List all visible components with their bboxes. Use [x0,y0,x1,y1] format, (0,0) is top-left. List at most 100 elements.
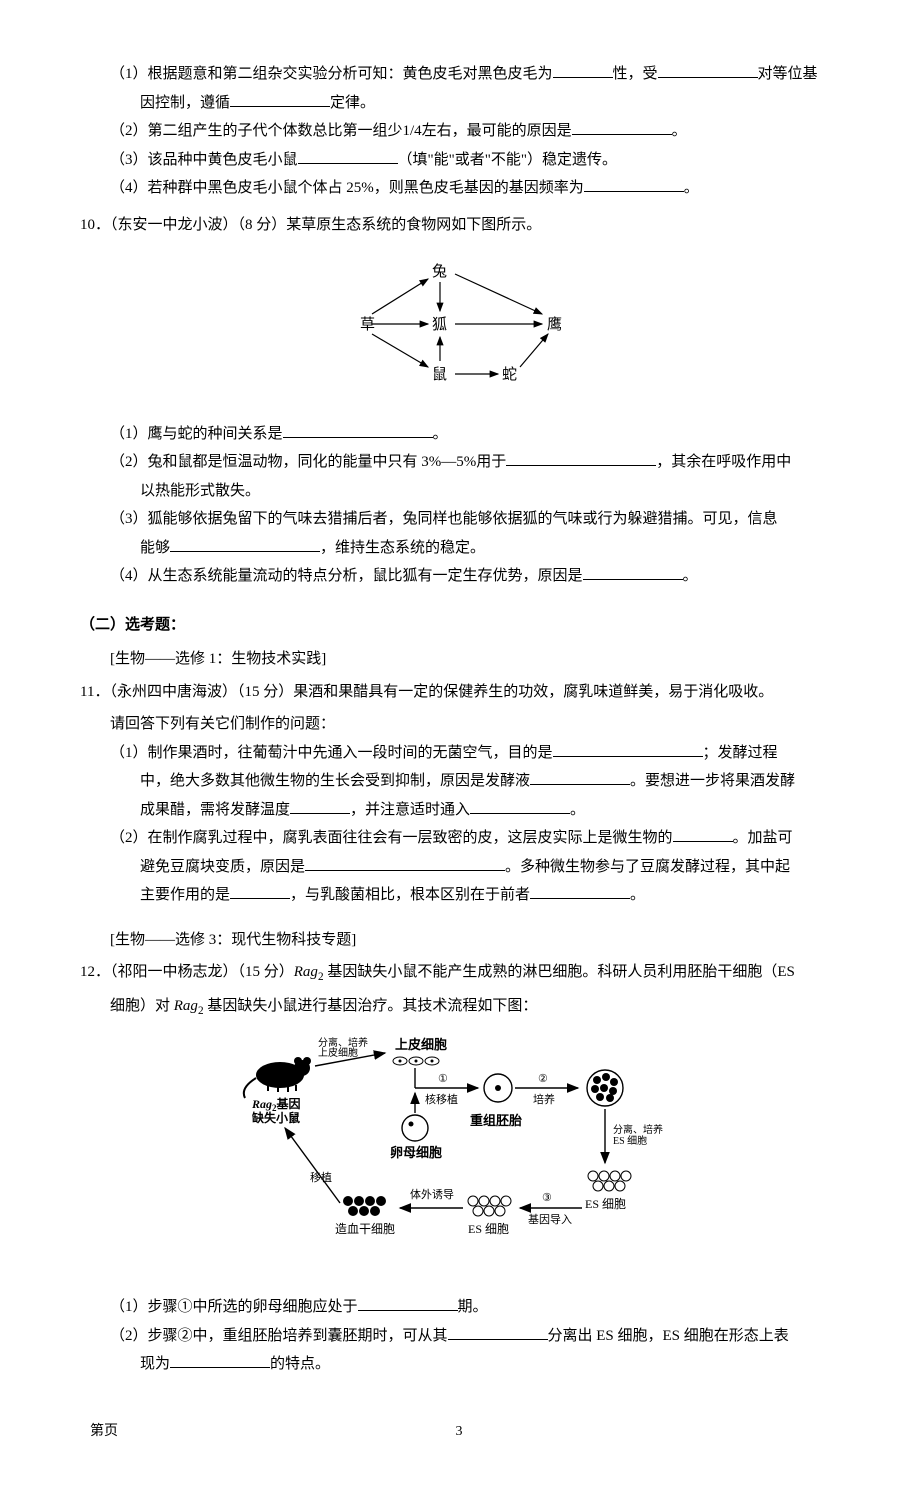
text: 基因缺失小鼠不能产生成熟的淋巴细胞。科研人员利用胚胎干细胞（ES [327,964,795,980]
text: 。 [433,426,448,442]
q12-stem: 12．（祁阳一中杨志龙）（15 分）Rag2 基因缺失小鼠不能产生成熟的淋巴细胞… [80,958,840,988]
prev-sub1: （1）根据题意和第二组杂交实验分析可知：黄色皮毛对黑色皮毛为 性，受 对等位基 [110,60,840,89]
text: 。加盐可 [733,830,793,846]
blank [470,813,570,814]
text: 性，受 [613,66,658,82]
text: （2）在制作腐乳过程中，腐乳表面往往会有一层致密的皮，这层皮实际上是微生物的 [110,830,673,846]
lbl-transplant: 移植 [310,1170,332,1184]
text: 对等位基 [758,66,818,82]
q10-stem: 10．（东安一中龙小波）（8 分）某草原生态系统的食物网如下图所示。 [80,211,840,240]
blank [358,1310,458,1311]
question-prev-tail: （1）根据题意和第二组杂交实验分析可知：黄色皮毛对黑色皮毛为 性，受 对等位基 因控… [80,60,840,203]
text: 分离出 ES 细胞，ES 细胞在形态上表 [548,1328,789,1344]
text: ，与乳酸菌相比，根本区别在于前者 [290,887,530,903]
blank [448,1339,548,1340]
lbl-culture: 培养 [533,1092,555,1106]
text: 。多种微生物参与了豆腐发酵过程，其中起 [505,859,790,875]
text: 。 [684,180,699,196]
q11-stem2: 请回答下列有关它们制作的问题： [80,710,840,739]
question-10: 10．（东安一中龙小波）（8 分）某草原生态系统的食物网如下图所示。 草 兔 狐… [80,211,840,591]
q11-sub1-cont2: 成果醋，需将发酵温度 ，并注意适时通入 。 [80,796,840,825]
question-11: 11．（永州四中唐海波）（15 分）果酒和果醋具有一定的保健养生的功效，腐乳味道… [80,678,840,910]
q12-sub2: （2）步骤②中，重组胚胎培养到囊胚期时，可从其分离出 ES 细胞，ES 细胞在形… [110,1322,840,1351]
text: 中，绝大多数其他微生物的生长会受到抑制，原因是发酵液 [140,773,530,789]
lbl-es1: ES 细胞 [468,1222,509,1236]
blastocyst-cells [591,1073,618,1102]
footer-left: 第页 [90,1419,118,1446]
blank [283,437,433,438]
foodweb-svg: 草 兔 狐 鼠 蛇 鹰 [310,249,610,399]
prev-sub2: （2）第二组产生的子代个体数总比第一组少1/4左右，最可能的原因是。 [110,117,840,146]
text: 。 [672,123,687,139]
lbl-rag-c: 缺失小鼠 [252,1110,300,1125]
text: 因控制，遵循 [140,95,230,111]
text: 。 [630,887,645,903]
blank [673,841,733,842]
question-12: 12．（祁阳一中杨志龙）（15 分）Rag2 基因缺失小鼠不能产生成熟的淋巴细胞… [80,958,840,1379]
footer-spacer [800,1419,830,1446]
node-grass: 草 [360,316,375,333]
node-rabbit: 兔 [432,263,447,280]
text: 细胞）对 [110,998,174,1014]
lbl-gene: 基因导入 [528,1213,572,1226]
text: （3）狐能够依据兔留下的气味去猎捕后者，兔同样也能够依据狐的气味或行为躲避猎捕。… [110,511,778,527]
text: 以热能形式散失。 [140,483,260,499]
text: 12．（祁阳一中杨志龙）（15 分） [80,964,294,980]
q12-sub1: （1）步骤①中所选的卵母细胞应处于期。 [110,1293,840,1322]
q10-sub1: （1）鹰与蛇的种间关系是 。 [110,420,840,449]
text: ，并注意适时通入 [350,802,470,818]
blank [553,77,613,78]
lbl-step2: ② [538,1073,548,1085]
text: ，维持生态系统的稳定。 [320,540,485,556]
blank [553,756,703,757]
blank [530,784,630,785]
q11-sub2: （2）在制作腐乳过程中，腐乳表面往往会有一层致密的皮，这层皮实际上是微生物的 。加… [110,824,840,853]
node-eagle: 鹰 [547,316,562,333]
text: 成果醋，需将发酵温度 [140,802,290,818]
q10-sub2-cont: 以热能形式散失。 [80,477,840,506]
node-mouse: 鼠 [432,366,447,383]
blank [584,191,684,192]
mouse-icon [244,1057,311,1098]
text: （1）鹰与蛇的种间关系是 [110,426,283,442]
q11-sub1-cont1: 中，绝大多数其他微生物的生长会受到抑制，原因是发酵液。要想进一步将果酒发酵 [80,767,840,796]
text: 能够 [140,540,170,556]
q11-stem: 11．（永州四中唐海波）（15 分）果酒和果醋具有一定的保健养生的功效，腐乳味道… [80,678,840,707]
prev-sub4: （4）若种群中黑色皮毛小鼠个体占 25%，则黑色皮毛基因的基因频率为 。 [110,174,840,203]
section-2-sub1: [生物——选修 1：生物技术实践] [80,645,840,674]
blank [298,163,398,164]
lbl-epi-sep: 分离、培养上皮细胞 [318,1036,368,1059]
text: 定律。 [330,95,375,111]
lbl-egg: 卵母细胞 [390,1145,442,1160]
q12-flowchart: Rag2基因 缺失小鼠 分离、培养上皮细胞 上皮细胞 ① 核移植 重组胚胎 [80,1033,840,1284]
text: 现为 [140,1356,170,1372]
blank [583,579,683,580]
blank [305,870,505,871]
blank [170,551,320,552]
text: 基因缺失小鼠进行基因治疗。其技术流程如下图： [207,998,537,1014]
text: 避免豆腐块变质，原因是 [140,859,305,875]
text: （1）制作果酒时，往葡萄汁中先通入一段时间的无菌空气，目的是 [110,745,553,761]
text: 。 [570,802,585,818]
section-2-sub2: [生物——选修 3：现代生物科技专题] [80,926,840,955]
q12-sub2-cont: 现为 的特点。 [80,1350,840,1379]
q11-sub2-cont2: 主要作用的是 ，与乳酸菌相比，根本区别在于前者 。 [80,881,840,910]
text: （4）若种群中黑色皮毛小鼠个体占 25%，则黑色皮毛基因的基因频率为 [110,180,584,196]
lbl-step3: ③ [542,1192,552,1204]
blood-stem-icon [343,1196,386,1216]
q11-sub1: （1）制作果酒时，往葡萄汁中先通入一段时间的无菌空气，目的是；发酵过程 [110,739,840,768]
blank [506,465,656,466]
text: 的特点。 [270,1356,330,1372]
blank [290,813,350,814]
text: （1）根据题意和第二组杂交实验分析可知：黄色皮毛对黑色皮毛为 [110,66,553,82]
sub2: 2 [318,971,324,983]
q11-sub2-cont1: 避免豆腐块变质，原因是 。多种微生物参与了豆腐发酵过程，其中起 [80,853,840,882]
lbl-step1: ① [438,1073,448,1085]
flowchart-svg: Rag2基因 缺失小鼠 分离、培养上皮细胞 上皮细胞 ① 核移植 重组胚胎 [220,1033,700,1273]
lbl-invitro: 体外诱导 [410,1187,454,1201]
text: 。 [683,568,698,584]
text: 主要作用的是 [140,887,230,903]
node-fox: 狐 [432,316,447,333]
text: （4）从生态系统能量流动的特点分析，鼠比狐有一定生存优势，原因是 [110,568,583,584]
prev-sub3: （3）该品种中黄色皮毛小鼠（填"能"或者"不能"）稳定遗传。 [110,146,840,175]
